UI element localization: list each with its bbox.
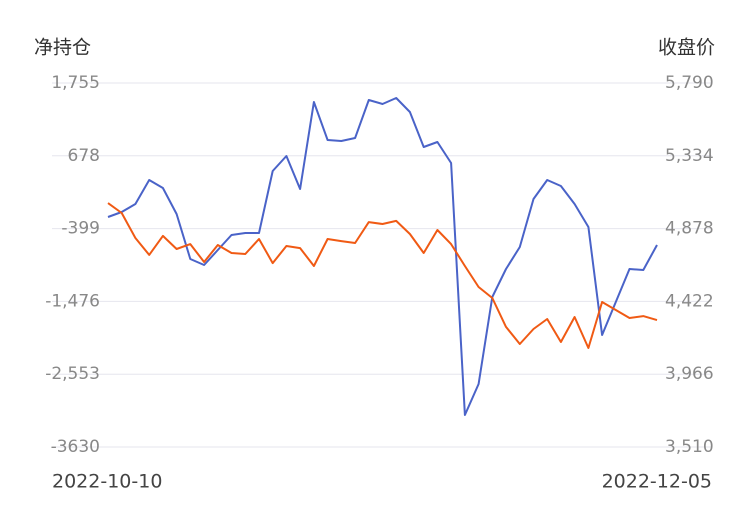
y2-tick-label: 4,878 xyxy=(665,219,714,239)
x-tick-label: 2022-12-05 xyxy=(602,471,712,493)
y2-tick-label: 5,334 xyxy=(665,146,714,166)
y2-tick-label: 4,422 xyxy=(665,291,714,311)
x-tick-label: 2022-10-10 xyxy=(52,471,162,493)
y-tick-label: -1,476 xyxy=(45,291,100,311)
y-axis-title: 净持仓 xyxy=(34,37,91,59)
y-tick-label: 678 xyxy=(68,146,100,166)
y-tick-label: 1,755 xyxy=(51,73,100,93)
y2-tick-label: 5,790 xyxy=(665,73,714,93)
y-tick-label: -399 xyxy=(61,219,100,239)
y-tick-label: -2,553 xyxy=(45,364,100,384)
series-line xyxy=(107,202,658,349)
y2-axis-title: 收盘价 xyxy=(658,37,715,59)
y2-tick-label: 3,966 xyxy=(665,364,714,384)
y-tick-label: -3630 xyxy=(51,437,100,457)
series-line xyxy=(107,97,658,416)
y2-tick-label: 3,510 xyxy=(665,437,714,457)
